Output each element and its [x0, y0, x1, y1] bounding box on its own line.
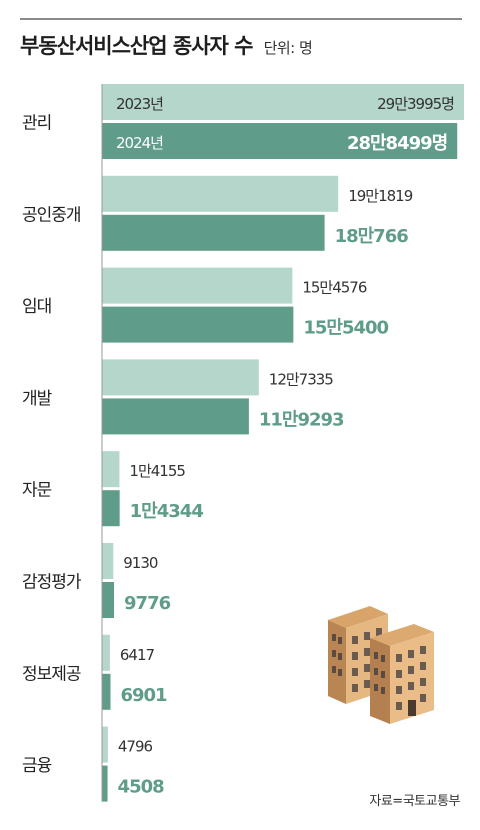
- bar-2024-4: [102, 398, 249, 435]
- value-label-2024-2: 18만766: [335, 226, 409, 247]
- bar-2023-3: [102, 267, 293, 304]
- bar-2024-5: [102, 490, 120, 527]
- bar-2023-4: [102, 359, 259, 396]
- bar-2024-8: [102, 765, 108, 802]
- value-label-2023-2: 19만1819: [348, 187, 413, 205]
- bar-2024-2: [102, 214, 325, 251]
- bar-2023-1: [102, 84, 464, 120]
- category-label-8: 금융: [22, 756, 52, 776]
- category-label-4: 개발: [22, 389, 53, 409]
- category-label-2: 공인중개: [22, 205, 81, 225]
- bar-2023-6: [102, 543, 114, 579]
- value-label-2024-6: 9776: [124, 593, 171, 614]
- top-rule: [20, 18, 462, 20]
- value-label-2024-8: 4508: [118, 777, 165, 798]
- bar-2023-8: [102, 726, 108, 763]
- bar-2024-7: [102, 673, 111, 710]
- unit-label: 단위: 명: [263, 39, 313, 57]
- value-label-2023-3: 15만4576: [302, 279, 367, 297]
- chart-title: 부동산서비스산업 종사자 수: [20, 34, 253, 58]
- bar-2024-3: [102, 306, 294, 343]
- bar-2024-1: [102, 123, 458, 159]
- bar-2023-2: [102, 175, 339, 212]
- source-note: 자료=국토교통부: [369, 794, 460, 809]
- value-label-2024-4: 11만9293: [259, 409, 344, 430]
- bar-2023-5: [102, 451, 120, 488]
- legend-2023: 2023년: [116, 95, 163, 113]
- value-label-2023-8: 4796: [118, 738, 153, 756]
- value-label-2023-5: 1만4155: [129, 462, 185, 480]
- value-label-2023-4: 12만7335: [269, 370, 334, 388]
- category-label-6: 감정평가: [22, 573, 82, 593]
- category-label-7: 정보제공: [22, 664, 81, 684]
- value-label-2023-6: 9130: [123, 554, 158, 572]
- value-label-2023-7: 6417: [120, 646, 155, 664]
- bar-2023-7: [102, 634, 110, 671]
- value-label-2024-3: 15만5400: [303, 318, 388, 339]
- value-label-2024-1: 28만8499명: [347, 133, 447, 154]
- value-label-2023-1: 29만3995명: [377, 95, 454, 113]
- value-label-2024-7: 6901: [120, 685, 167, 706]
- building-icon: [328, 606, 434, 724]
- category-label-1: 관리: [22, 114, 51, 134]
- bar-2024-6: [102, 582, 115, 618]
- legend-2024: 2024년: [116, 134, 163, 152]
- category-label-5: 자문: [22, 481, 52, 501]
- header: 부동산서비스산업 종사자 수 단위: 명: [20, 30, 313, 60]
- category-label-3: 임대: [22, 297, 51, 317]
- value-label-2024-5: 1만4344: [130, 501, 204, 522]
